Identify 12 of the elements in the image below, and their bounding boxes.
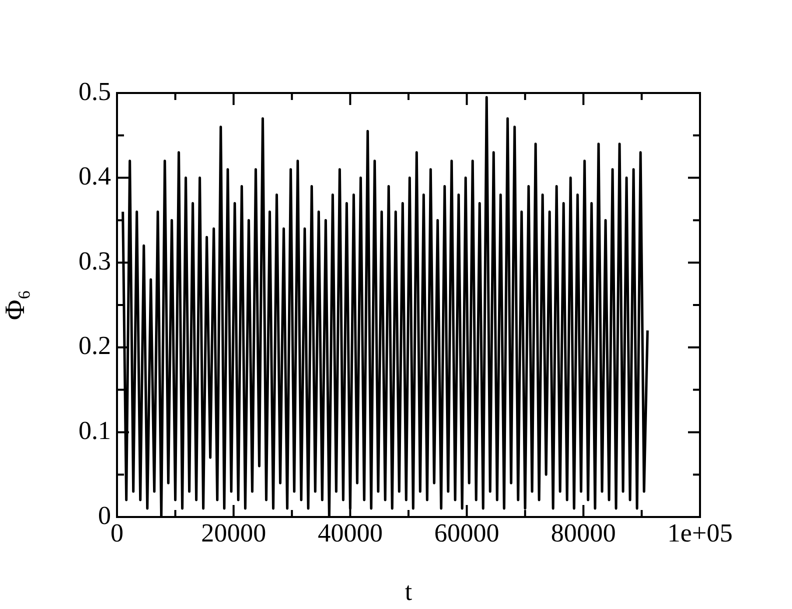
y-tick-label: 0.2 [78, 331, 111, 360]
y-tick-label: 0.1 [78, 416, 111, 446]
y-tick-label: 0.3 [78, 246, 111, 276]
x-axis-title: t [404, 577, 413, 606]
x-tick-label: 80000 [550, 518, 616, 548]
x-tick-label: 1e+05 [667, 518, 733, 548]
y-tick-label: 0.4 [78, 162, 111, 191]
x-tick-label: 60000 [434, 518, 500, 548]
y-axis-title: Φ₆ [0, 290, 32, 320]
x-tick-label: 20000 [201, 518, 266, 548]
x-tick-label: 40000 [318, 518, 383, 548]
y-tick-label: 0.5 [78, 76, 111, 106]
